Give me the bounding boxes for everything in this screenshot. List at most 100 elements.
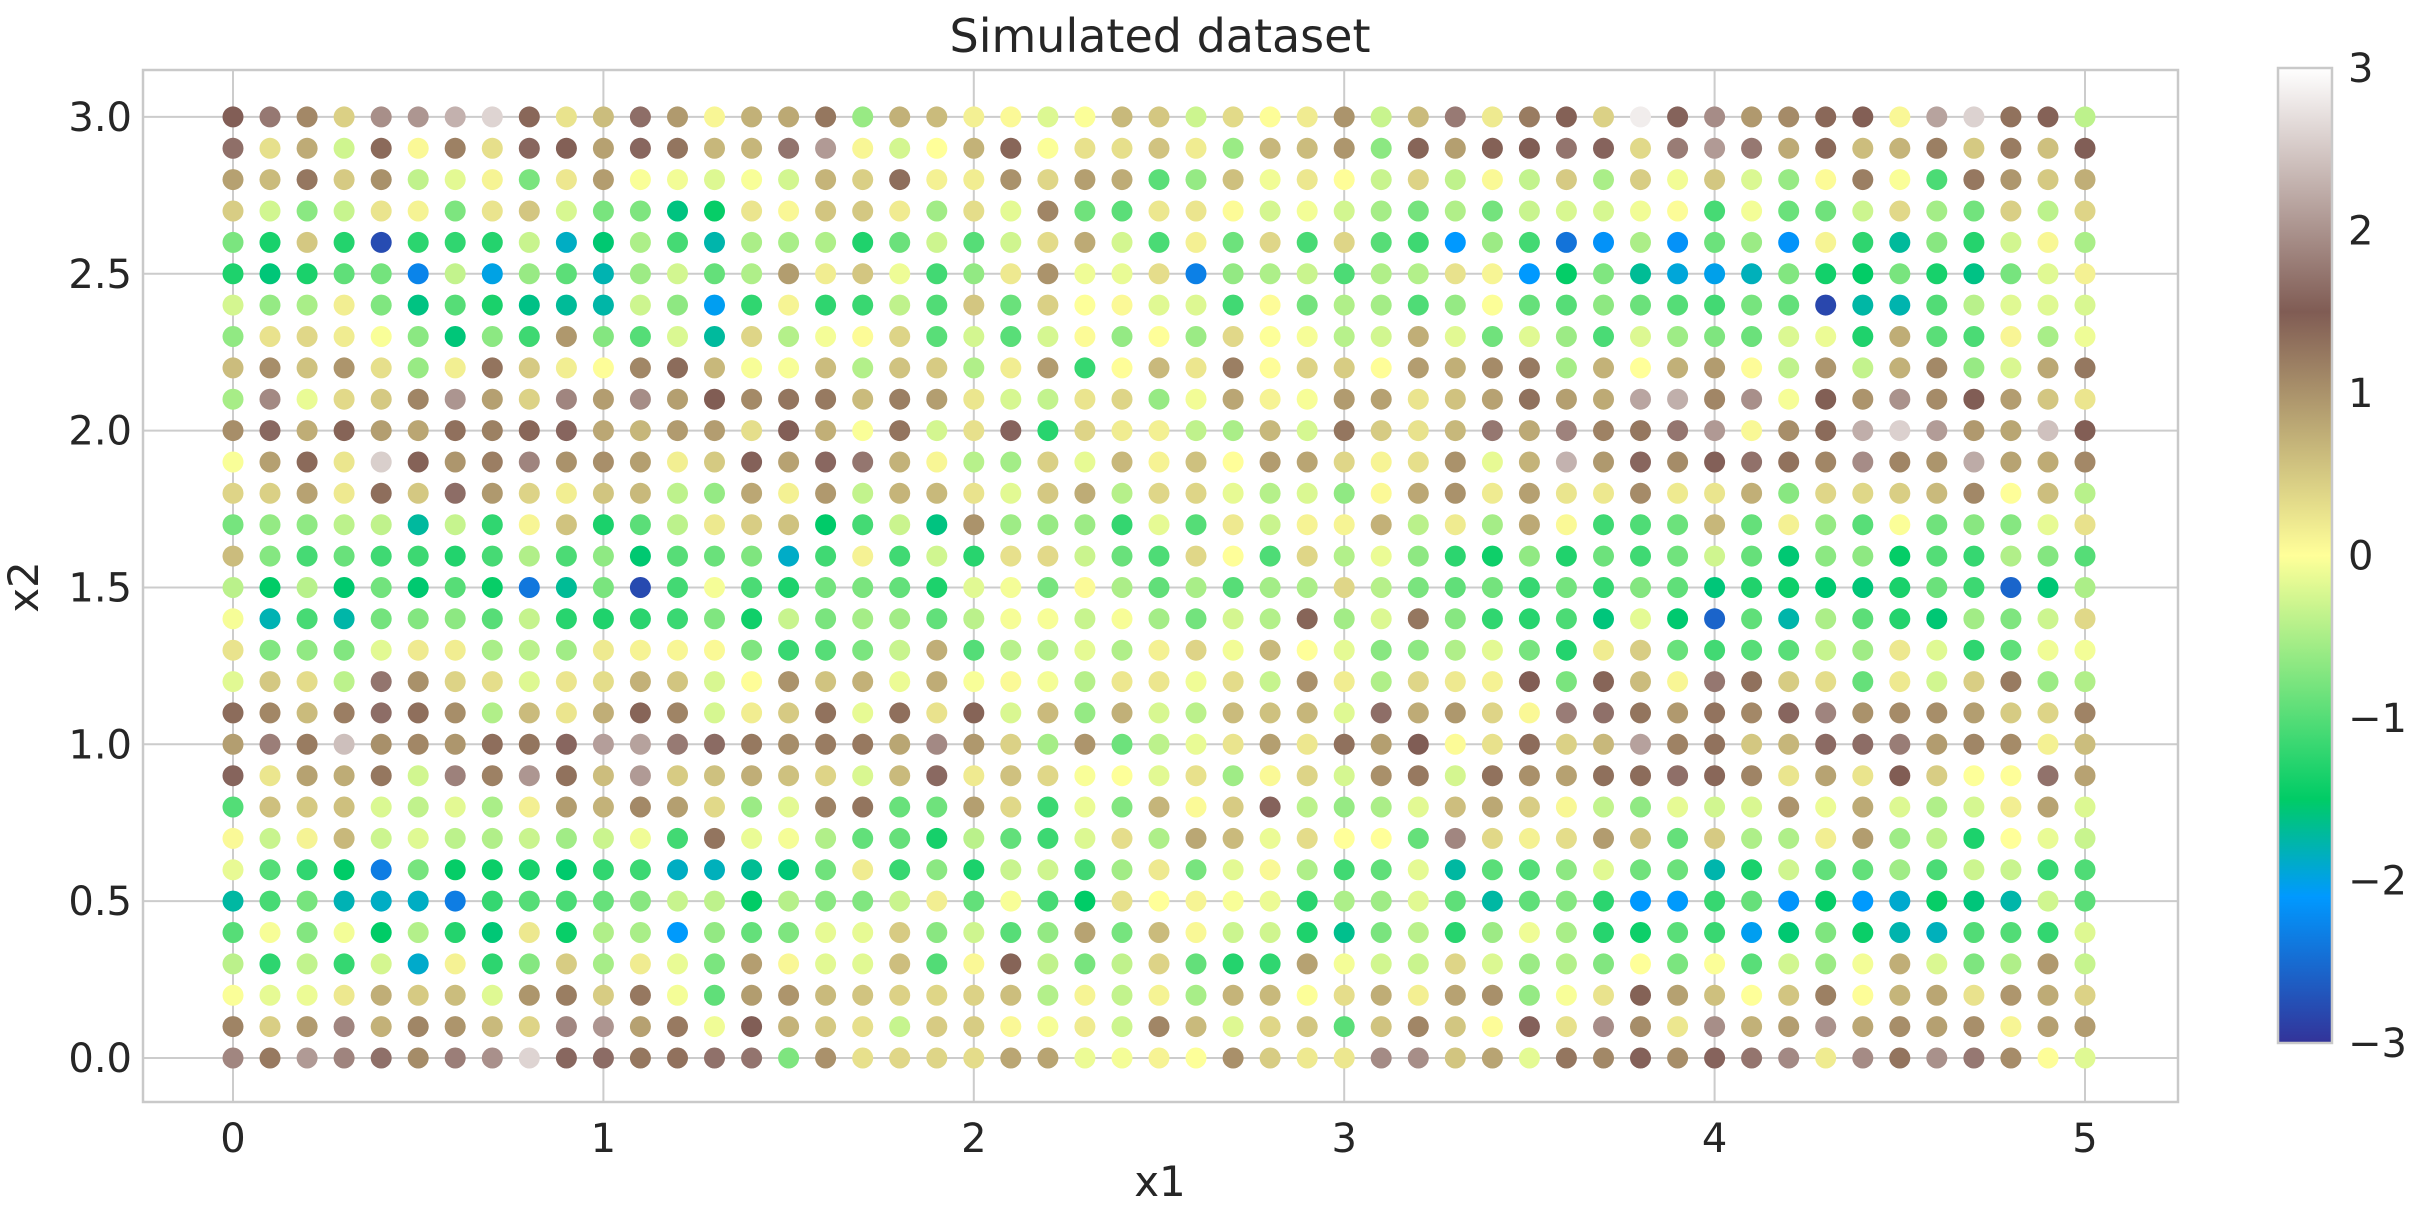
scatter-point: [1852, 1047, 1874, 1069]
scatter-point: [1778, 263, 1800, 285]
scatter-point: [1481, 639, 1503, 661]
scatter-point: [1296, 357, 1318, 379]
scatter-point: [1667, 702, 1689, 724]
scatter-point: [370, 796, 392, 818]
scatter-point: [741, 388, 763, 410]
scatter-point: [1111, 294, 1133, 316]
scatter-point: [1518, 169, 1540, 191]
scatter-point: [518, 827, 540, 849]
scatter-point: [1741, 765, 1763, 787]
scatter-point: [1741, 608, 1763, 630]
scatter-point: [2074, 326, 2096, 347]
scatter-point: [1889, 639, 1911, 661]
scatter-point: [1741, 890, 1763, 912]
scatter-point: [1926, 451, 1948, 473]
scatter-point: [963, 796, 985, 818]
scatter-point: [370, 1047, 392, 1069]
scatter-point: [2037, 200, 2059, 222]
scatter-point: [1889, 420, 1911, 442]
scatter-point: [1963, 671, 1985, 693]
scatter-point: [222, 231, 244, 253]
scatter-point: [1889, 388, 1911, 410]
scatter-point: [1852, 451, 1874, 473]
scatter-point: [1407, 953, 1429, 975]
scatter-point: [741, 357, 763, 379]
scatter-point: [1630, 1016, 1651, 1038]
scatter-point: [592, 953, 614, 975]
scatter-point: [1000, 796, 1022, 818]
scatter-point: [704, 231, 725, 253]
scatter-point: [2074, 1047, 2096, 1069]
scatter-point: [1370, 702, 1392, 724]
scatter-point: [1852, 984, 1874, 1006]
scatter-point: [1370, 984, 1392, 1006]
scatter-point: [592, 1016, 614, 1038]
scatter-point: [1407, 765, 1429, 787]
scatter-point: [889, 263, 911, 285]
scatter-point: [296, 420, 318, 442]
scatter-point: [1889, 326, 1911, 347]
scatter-point: [333, 514, 355, 536]
scatter-point: [1259, 169, 1281, 191]
scatter-point: [2037, 608, 2059, 630]
scatter-point: [555, 1016, 577, 1038]
scatter-point: [889, 231, 911, 253]
scatter-point: [407, 639, 429, 661]
scatter-point: [1444, 169, 1466, 191]
scatter-point: [815, 1047, 837, 1069]
scatter-point: [2074, 577, 2096, 598]
scatter-point: [481, 482, 503, 504]
scatter-point: [629, 796, 651, 818]
scatter-point: [741, 953, 763, 975]
scatter-point: [1037, 482, 1059, 504]
scatter-point: [296, 200, 318, 222]
scatter-point: [667, 263, 688, 285]
scatter-point: [1370, 671, 1392, 693]
scatter-point: [296, 922, 318, 943]
scatter-point: [2000, 1047, 2022, 1069]
scatter-point: [370, 922, 392, 943]
scatter-point: [926, 514, 948, 536]
scatter-point: [555, 859, 577, 881]
scatter-point: [1481, 827, 1503, 849]
scatter-point: [1667, 671, 1689, 693]
scatter-point: [926, 388, 948, 410]
scatter-point: [815, 608, 837, 630]
scatter-point: [963, 545, 985, 567]
scatter-point: [1667, 953, 1689, 975]
scatter-point: [518, 702, 540, 724]
scatter-point: [778, 451, 800, 473]
scatter-point: [1407, 545, 1429, 567]
scatter-point: [963, 420, 985, 442]
scatter-point: [1889, 169, 1911, 191]
scatter-point: [296, 482, 318, 504]
colorbar-tick-label: −3: [2348, 1021, 2407, 1067]
scatter-point: [1333, 514, 1355, 536]
scatter-point: [1704, 827, 1726, 849]
scatter-point: [1333, 326, 1355, 347]
scatter-point: [1926, 922, 1948, 943]
scatter-point: [815, 922, 837, 943]
scatter-point: [1963, 1047, 1985, 1069]
scatter-point: [1963, 859, 1985, 881]
scatter-point: [1148, 231, 1170, 253]
scatter-point: [592, 608, 614, 630]
scatter-point: [2000, 953, 2022, 975]
scatter-point: [667, 482, 688, 504]
scatter-point: [1704, 263, 1726, 285]
scatter-point: [1741, 671, 1763, 693]
scatter-point: [852, 231, 874, 253]
scatter-point: [1852, 733, 1874, 755]
scatter-point: [1444, 137, 1466, 159]
scatter-point: [1555, 890, 1577, 912]
scatter-point: [1630, 859, 1651, 881]
scatter-point: [555, 357, 577, 379]
scatter-point: [1000, 890, 1022, 912]
scatter-point: [815, 953, 837, 975]
scatter-point: [1741, 388, 1763, 410]
scatter-point: [1296, 137, 1318, 159]
scatter-point: [629, 1047, 651, 1069]
plot-border: [141, 68, 2180, 1104]
scatter-point: [1815, 984, 1837, 1006]
scatter-point: [1481, 545, 1503, 567]
